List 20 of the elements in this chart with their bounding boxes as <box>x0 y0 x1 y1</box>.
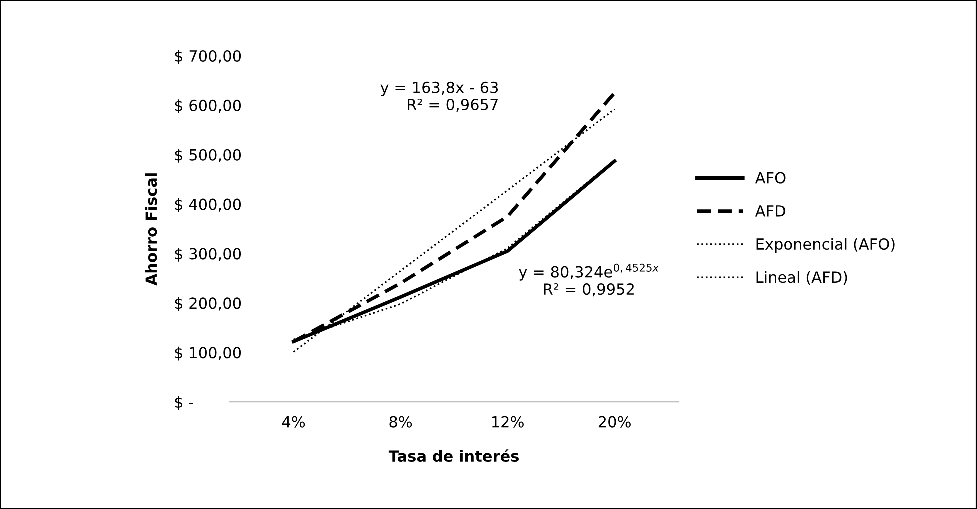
y-tick-label: $ - <box>175 396 194 410</box>
x-tick-label: 4% <box>282 416 306 428</box>
legend-label: AFO <box>755 172 786 184</box>
legend-label: AFD <box>755 206 786 217</box>
legend-label: Lineal (AFD) <box>756 271 848 285</box>
y-tick-label: $ 400,00 <box>175 198 242 212</box>
legend-label: Exponencial (AFO) <box>756 238 895 254</box>
y-axis-title: Ahorro Fiscal <box>145 174 158 286</box>
annotation: y = 80,324e$^{0,4525x}$ R² = 0,9952 <box>519 264 660 297</box>
y-tick-label: $ 600,00 <box>175 100 242 114</box>
y-tick-label: $ 500,00 <box>175 149 242 163</box>
y-tick-label: $ 100,00 <box>175 346 242 361</box>
x-tick-label: 20% <box>598 416 631 428</box>
x-tick-label: 12% <box>492 416 524 428</box>
annotation: y = 163,8x - 63 R² = 0,9657 <box>380 82 498 112</box>
y-tick-label: $ 200,00 <box>175 297 242 312</box>
x-axis-title: Tasa de interés <box>388 450 520 462</box>
x-tick-label: 8% <box>390 416 412 428</box>
y-tick-label: $ 700,00 <box>175 50 242 64</box>
y-tick-label: $ 300,00 <box>175 248 242 262</box>
